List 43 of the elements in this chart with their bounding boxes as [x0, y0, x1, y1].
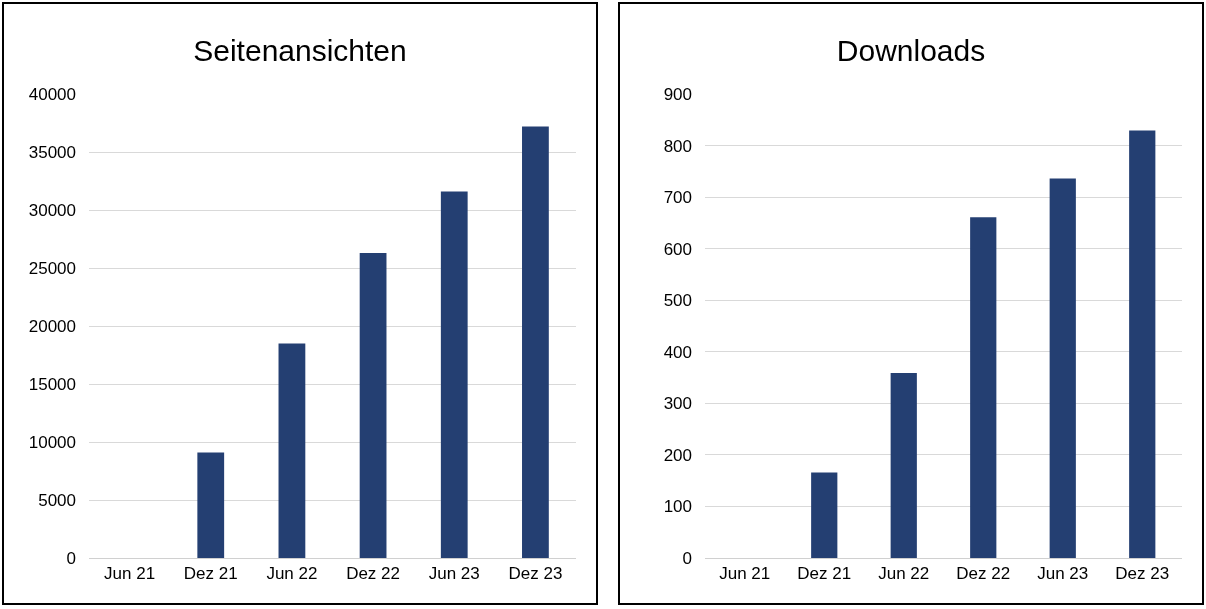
bar [811, 472, 838, 558]
y-tick-label: 700 [663, 188, 692, 208]
chart-title: Seitenansichten [193, 33, 407, 67]
y-tick-label: 500 [663, 291, 692, 311]
y-tick-label: 20000 [28, 316, 76, 336]
y-tick-label: 25000 [28, 258, 76, 278]
x-tick-label: Jun 21 [719, 564, 771, 584]
chart-title: Downloads [836, 33, 986, 67]
x-tick-label: Jun 22 [878, 564, 930, 584]
bar [1049, 178, 1076, 558]
bar [1129, 130, 1156, 558]
x-tick-label: Dez 21 [183, 564, 238, 584]
y-tick-label: 200 [663, 445, 692, 465]
y-tick-label: 5000 [38, 490, 76, 510]
x-tick-label: Jun 21 [104, 564, 156, 584]
bar [970, 217, 997, 558]
x-tick-label: Dez 22 [956, 564, 1011, 584]
bar [890, 372, 917, 558]
y-tick-label: 600 [663, 239, 692, 259]
bar [359, 252, 387, 558]
bar [522, 126, 549, 558]
x-tick-label: Jun 23 [428, 564, 480, 584]
bar [440, 191, 468, 558]
y-tick-label: 0 [682, 548, 692, 568]
x-tick-label: Jun 23 [1037, 564, 1089, 584]
y-tick-label: 15000 [28, 374, 76, 394]
y-tick-label: 35000 [28, 142, 76, 162]
x-tick-label: Dez 21 [797, 564, 852, 584]
y-tick-label: 100 [663, 497, 692, 517]
y-tick-label: 40000 [28, 84, 76, 104]
x-tick-label: Jun 22 [266, 564, 318, 584]
y-tick-label: 400 [663, 342, 692, 362]
y-tick-label: 300 [663, 394, 692, 414]
x-tick-label: Dez 22 [346, 564, 401, 584]
y-tick-label: 0 [66, 548, 76, 568]
y-tick-label: 900 [663, 84, 692, 104]
y-tick-label: 30000 [28, 200, 76, 220]
bar [278, 343, 306, 558]
x-tick-label: Dez 23 [1115, 564, 1170, 584]
bar [197, 452, 225, 558]
y-tick-label: 10000 [28, 432, 76, 452]
x-tick-label: Dez 23 [508, 564, 563, 584]
y-tick-label: 800 [663, 136, 692, 156]
